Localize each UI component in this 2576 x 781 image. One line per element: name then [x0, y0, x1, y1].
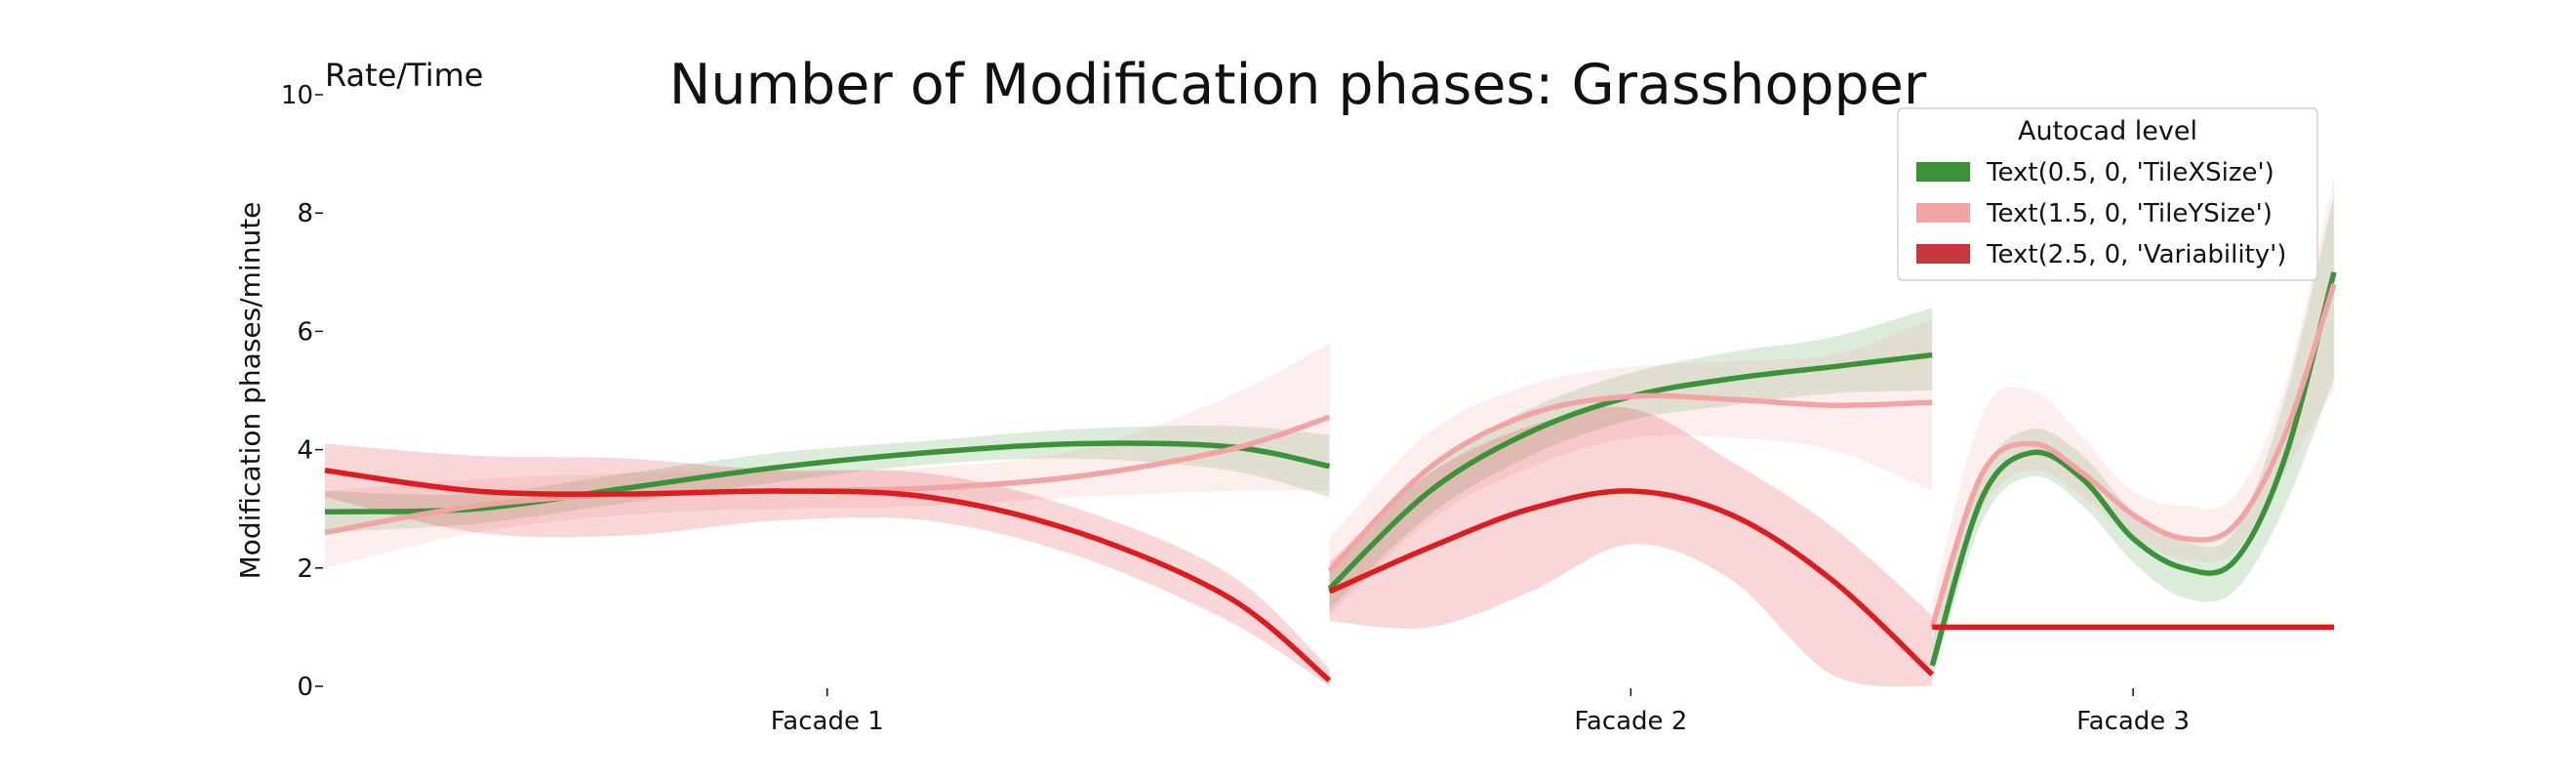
legend-swatch — [1916, 203, 1970, 223]
series-line-2-0 — [1929, 271, 2337, 667]
chart-title: Number of Modification phases: Grasshopp… — [669, 53, 1927, 117]
x-tick-label: Facade 1 — [771, 707, 884, 736]
series-line-1-2 — [1328, 488, 1935, 677]
series-line-1-1 — [1327, 392, 1933, 573]
legend-swatch — [1916, 244, 1970, 264]
series-lines — [324, 271, 2337, 683]
legend-entry-label: Text(1.5, 0, 'TileYSize') — [1986, 199, 2273, 228]
legend-entry-label: Text(0.5, 0, 'TileXSize') — [1986, 158, 2274, 187]
y-tick-label: 2 — [297, 555, 313, 584]
confidence-band-2-1 — [1932, 177, 2334, 657]
confidence-band-1-1 — [1329, 319, 1933, 616]
confidence-band-0-0 — [325, 426, 1330, 533]
y-tick-label: 10 — [281, 81, 313, 110]
y-tick-label: 0 — [297, 673, 313, 702]
x-tick-label: Facade 2 — [1574, 707, 1687, 736]
legend-title: Autocad level — [2018, 116, 2197, 146]
corner-label: Rate/Time — [325, 57, 483, 94]
confidence-band-0-1 — [325, 343, 1330, 568]
y-tick-label: 4 — [297, 436, 313, 466]
y-axis: 0 2 4 6 8 10 — [281, 81, 323, 702]
legend-frame — [1897, 107, 2318, 281]
x-axis: Facade 1 Facade 2 Facade 3 — [771, 688, 2190, 736]
legend-entry-label: Text(2.5, 0, 'Variability') — [1986, 240, 2286, 269]
confidence-band-1-0 — [1329, 308, 1933, 610]
series-line-0-0 — [324, 440, 1331, 514]
y-axis-title: Modification phases/minute — [234, 202, 266, 580]
legend: Autocad level Text(0.5, 0, 'TileXSize') T… — [1897, 107, 2318, 281]
confidence-band-1-2 — [1329, 406, 1933, 687]
confidence-band-0-2 — [325, 443, 1330, 686]
y-tick-label: 8 — [297, 199, 313, 228]
series-line-2-1 — [1929, 283, 2337, 629]
x-tick-label: Facade 3 — [2076, 707, 2190, 736]
legend-swatch — [1916, 162, 1970, 182]
series-line-0-2 — [324, 468, 1332, 683]
y-tick-label: 6 — [297, 317, 313, 347]
